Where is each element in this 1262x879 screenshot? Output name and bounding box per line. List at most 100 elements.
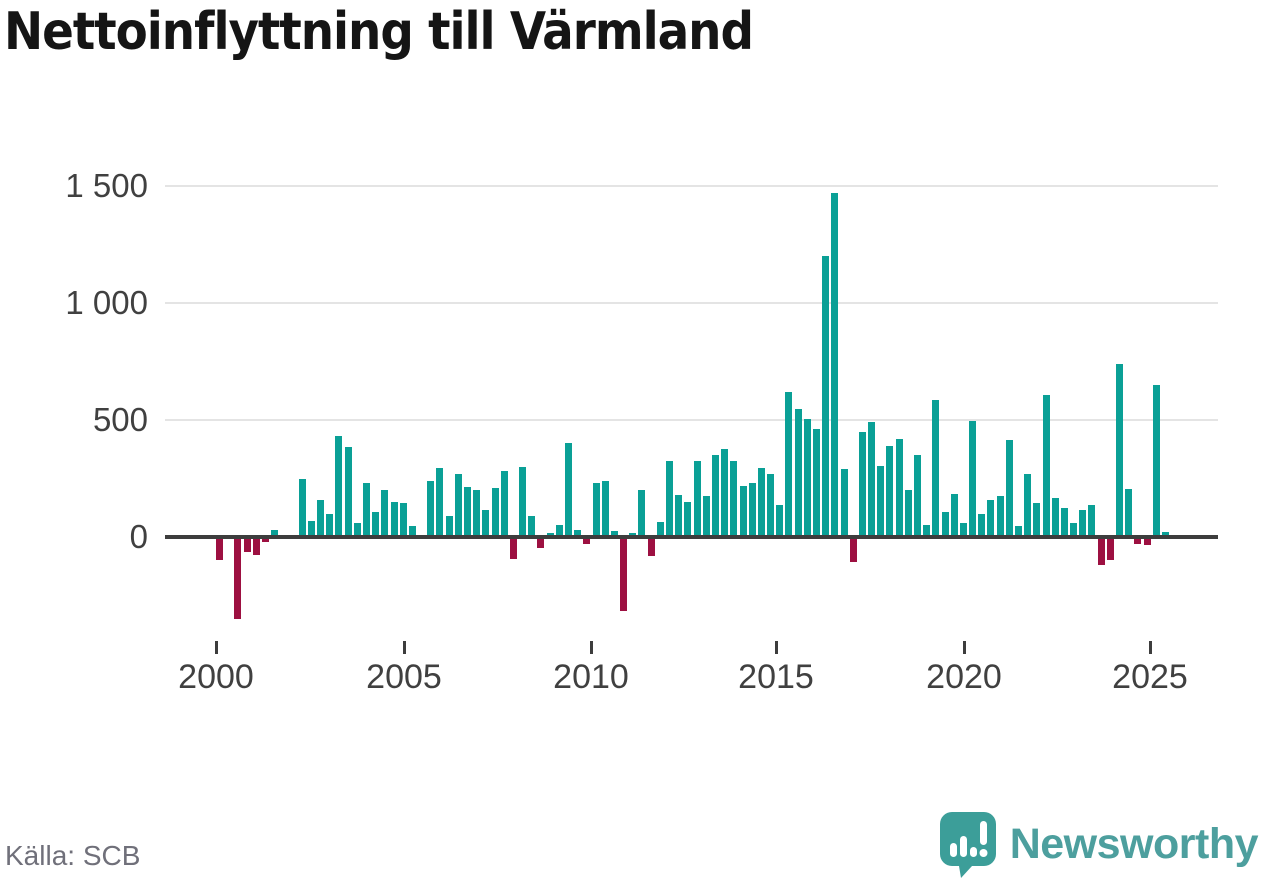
x-axis-label-2015: 2015 [738,658,814,696]
brand-lockup: Newsworthy [939,812,1259,878]
bar-2024-q3 [1115,363,1123,537]
bar-2024-q4 [1125,489,1133,537]
bar-2022-q2 [1033,503,1041,537]
mini-bar-3 [969,847,977,857]
bar-2014-q4 [757,467,765,537]
x-tick-2000 [215,641,218,654]
bar-2004-q4 [390,501,398,537]
mini-bar-2 [959,836,967,857]
bar-2012-q1 [656,521,664,537]
bar-2019-q2 [923,525,931,537]
bar-2002-q2 [298,478,306,537]
bar-2003-q2 [335,436,343,537]
bar-2003-q1 [326,513,334,537]
bar-2020-q4 [978,513,986,537]
bar-2000-q1 [216,537,224,561]
y-axis-label-1500: 1 500 [65,167,148,204]
bar-2007-q4 [500,471,508,537]
bar-2020-q2 [959,522,967,537]
bar-2025-q3 [1152,384,1160,537]
bar-2014-q1 [730,460,738,537]
exclamation-bar [979,821,987,845]
bar-2007-q3 [491,487,499,537]
bar-2015-q4 [794,409,802,537]
bar-2023-q2 [1070,522,1078,537]
x-tick-2010 [590,641,593,654]
bar-2010-q3 [601,480,609,537]
x-axis-label-2005: 2005 [366,658,442,696]
bar-2005-q4 [427,480,435,537]
bar-2022-q3 [1042,395,1050,537]
bar-2024-q1 [1097,537,1105,566]
bar-2008-q4 [537,537,545,548]
bar-2010-q2 [592,483,600,537]
bar-2015-q3 [785,391,793,537]
x-tick-2015 [775,641,778,654]
bar-2002-q3 [307,520,315,537]
bar-2011-q4 [647,537,655,556]
bar-2013-q3 [711,455,719,537]
gridline-1000 [165,302,1218,304]
bar-2023-q4 [1088,505,1096,537]
bar-2025-q4 [1161,532,1169,537]
x-tick-2025 [1149,641,1152,654]
bar-2016-q3 [822,256,830,537]
bar-2025-q1 [1134,537,1142,545]
bar-2011-q3 [638,490,646,537]
bar-2005-q1 [399,503,407,537]
bar-2004-q1 [363,483,370,537]
source-note: Källa: SCB [5,840,141,871]
bar-2016-q1 [803,418,811,537]
bar-2001-q1 [252,537,260,555]
x-tick-2020 [963,641,966,654]
bar-2001-q2 [262,537,269,542]
y-axis-label-0: 0 [129,518,148,555]
bar-2006-q2 [445,515,453,537]
bar-2001-q3 [271,529,279,537]
gridline-1500 [165,185,1218,187]
bar-2018-q2 [886,445,894,537]
bar-2003-q3 [344,446,352,537]
bar-2004-q2 [372,512,380,537]
bar-2021-q1 [987,499,995,537]
bar-2019-q3 [932,400,940,537]
bar-2000-q4 [243,537,251,553]
bar-2022-q1 [1024,473,1032,537]
bar-2006-q3 [454,473,462,537]
bar-2006-q1 [436,467,444,537]
bar-2007-q2 [482,510,490,537]
bar-2018-q3 [895,438,903,537]
x-axis-label-2000: 2000 [178,658,254,696]
bar-2002-q4 [317,499,325,537]
bar-2013-q1 [693,460,701,537]
bar-2015-q2 [776,505,784,537]
bar-2019-q4 [941,512,949,537]
bar-2024-q2 [1106,537,1114,561]
newsworthy-speech-bubble-chart-icon [939,812,996,878]
bar-2018-q1 [877,465,885,537]
y-axis-label-500: 500 [92,401,148,438]
x-axis-label-2010: 2010 [553,658,629,696]
bar-2015-q1 [767,473,775,537]
bar-2025-q2 [1143,537,1151,546]
x-axis-label-2020: 2020 [926,658,1002,696]
bar-2023-q1 [1060,507,1068,537]
bar-2017-q4 [868,422,876,537]
bar-2011-q1 [620,537,628,611]
bar-2007-q1 [473,490,481,537]
bar-2021-q3 [1005,439,1013,537]
bar-2009-q4 [574,529,582,537]
speech-bubble-shape [939,812,996,878]
bar-2021-q4 [1014,526,1022,537]
bar-2012-q2 [666,460,674,537]
bar-2012-q3 [675,494,683,537]
bar-2012-q4 [684,501,692,537]
x-axis-label-2025: 2025 [1112,658,1188,696]
bar-2008-q3 [528,515,536,537]
bar-2017-q2 [849,537,857,562]
bar-2020-q3 [969,421,977,537]
bar-2020-q1 [950,493,958,537]
bar-2023-q3 [1079,510,1087,537]
bar-2010-q4 [610,531,618,537]
